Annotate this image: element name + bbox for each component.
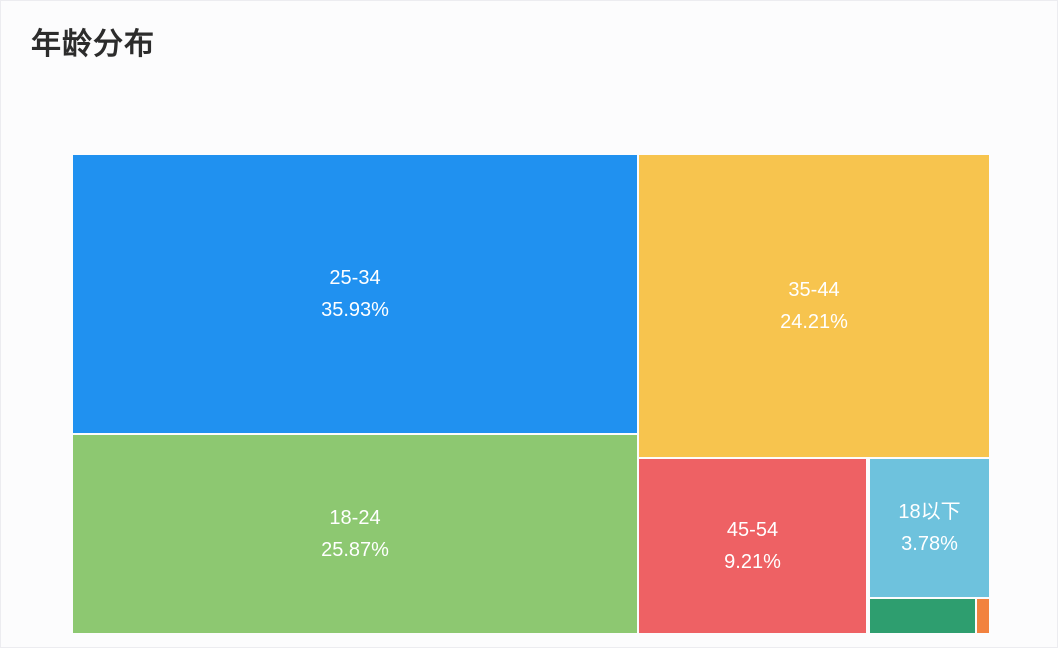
- treemap-cell-unlabeled-small-1[interactable]: [870, 599, 975, 633]
- treemap-cell-25-34[interactable]: 25-34 35.93%: [73, 155, 637, 433]
- cell-value: 25.87%: [321, 539, 389, 561]
- cell-value: 35.93%: [321, 299, 389, 321]
- treemap-cell-45-54[interactable]: 45-54 9.21%: [639, 459, 866, 633]
- cell-value: 24.21%: [780, 311, 848, 333]
- treemap: 25-34 35.93% 18-24 25.87% 35-44 24.21% 45-54 9.…: [72, 154, 990, 634]
- cell-label: 18以下: [898, 501, 961, 523]
- treemap-cell-35-44[interactable]: 35-44 24.21%: [639, 155, 989, 457]
- cell-label: 18-24: [329, 507, 381, 529]
- cell-value: 3.78%: [901, 533, 958, 555]
- cell-label: 35-44: [788, 279, 840, 301]
- cell-value: 9.21%: [724, 551, 781, 573]
- cell-label: 25-34: [329, 267, 381, 289]
- cell-label: 45-54: [726, 519, 779, 541]
- treemap-cell-unlabeled-small-2[interactable]: [977, 599, 989, 633]
- chart-title: 年龄分布: [31, 28, 155, 61]
- treemap-cell-18-24[interactable]: 18-24 25.87%: [73, 435, 637, 633]
- treemap-cell-under-18[interactable]: 18以下 3.78%: [870, 459, 989, 597]
